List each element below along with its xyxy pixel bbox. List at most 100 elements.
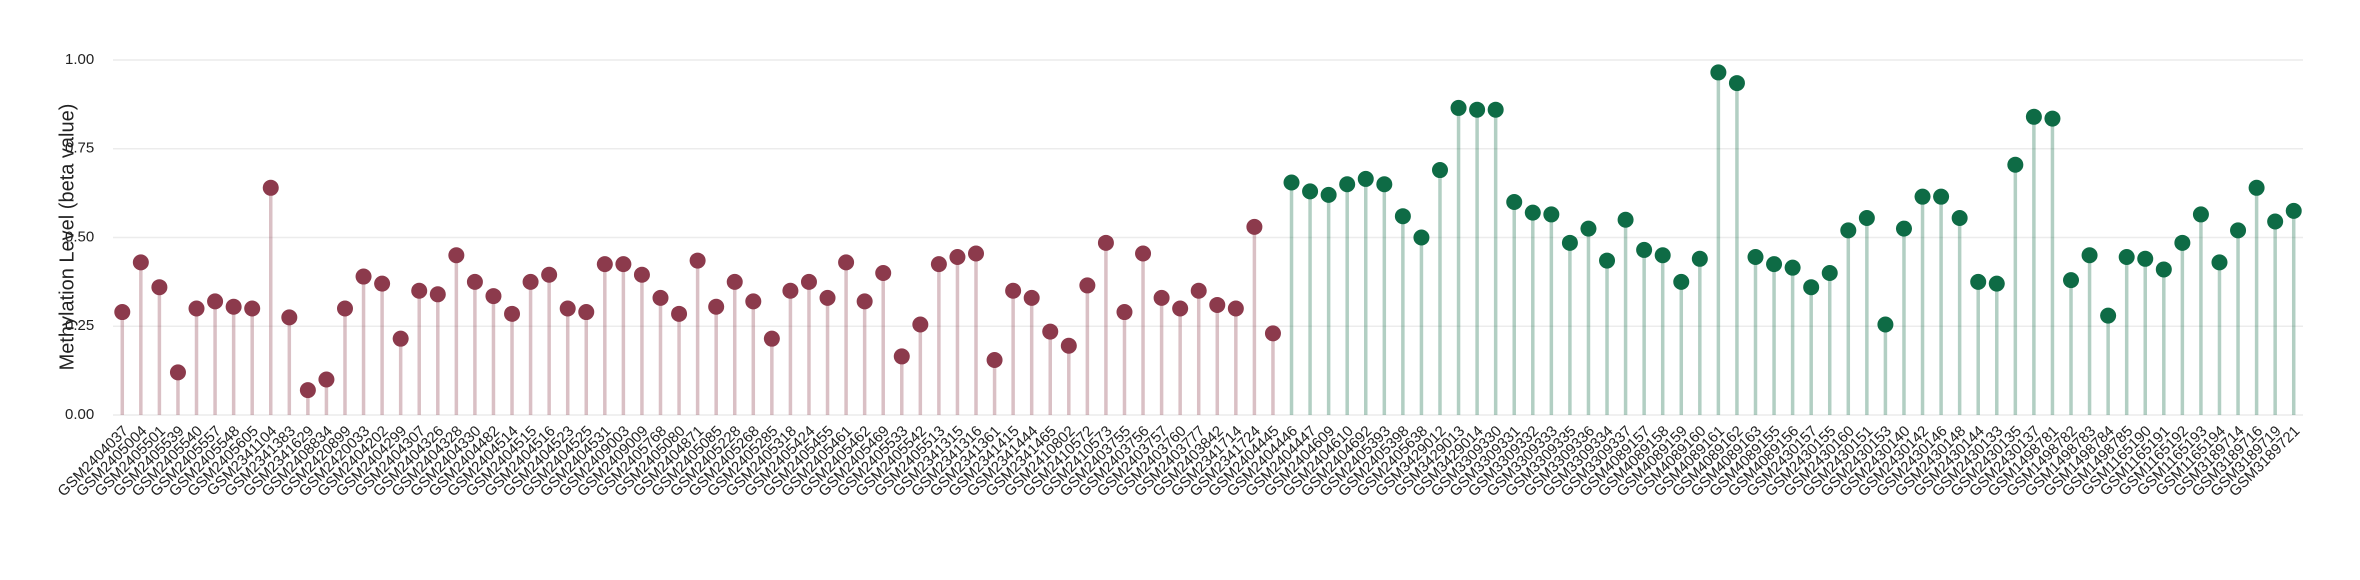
y-tick-label: 1.00 [65,51,94,68]
dot [374,275,391,292]
dot [930,256,947,273]
y-tick-label: 0.00 [65,406,94,423]
dot [1747,249,1764,266]
dot [1190,282,1207,299]
dot [225,298,242,315]
dot [1042,323,1059,340]
dot [2267,213,2284,230]
dot [169,364,186,381]
dot [1691,250,1708,267]
dot [262,179,279,196]
dot [2155,261,2172,278]
dot [188,300,205,317]
dot [1766,256,1783,273]
dot [1728,75,1745,92]
dot [1487,101,1504,118]
dot [411,282,428,299]
dot [1357,170,1374,187]
y-tick-label: 0.25 [65,317,94,334]
dot [2044,110,2061,127]
dot [522,273,539,290]
dot [1097,234,1114,251]
dot [671,305,688,322]
y-tick-label: 0.75 [65,140,94,157]
dot [114,304,131,321]
dot [2192,206,2209,223]
y-axis-label: Methylation Level (beta value) [56,104,78,371]
dot [1431,162,1448,179]
dot [968,245,985,262]
dot [596,256,613,273]
dot [2174,234,2191,251]
dot [1413,229,1430,246]
dot [2025,108,2042,125]
dot [2100,307,2117,324]
dot [1840,222,1857,239]
dot [1339,176,1356,193]
dot [1951,209,1968,226]
dot [1673,273,1690,290]
dot [912,316,929,333]
dot [615,256,632,273]
dot [392,330,409,347]
dot [1450,99,1467,116]
dot [2248,179,2265,196]
dot [2137,250,2154,267]
dot [819,289,836,306]
dot [800,273,817,290]
dot [2230,222,2247,239]
dot [1153,289,1170,306]
dot [578,304,595,321]
dot [244,300,261,317]
dot [504,305,521,322]
dot [1580,220,1597,237]
dot [1524,204,1541,221]
dot [986,351,1003,368]
dot [448,247,465,264]
dot [1079,277,1096,294]
dot [207,293,224,310]
dot [726,273,743,290]
dot [1116,304,1133,321]
dot [633,266,650,283]
dot [1135,245,1152,262]
dot [1988,275,2005,292]
dot [2118,249,2135,266]
dot [151,279,168,296]
dot [1172,300,1189,317]
dot [132,254,149,271]
dot [1784,259,1801,276]
dot [1283,174,1300,191]
dot [652,289,669,306]
dot [1877,316,1894,333]
dot [1599,252,1616,269]
dot [318,371,335,388]
dot [1060,337,1077,354]
dot [708,298,725,315]
dot [1376,176,1393,193]
dot [1914,188,1931,205]
dot [541,266,558,283]
dot [1246,218,1263,235]
dot [949,249,966,266]
dot [1636,241,1653,258]
dot [559,300,576,317]
dot [1209,296,1226,313]
dot [1506,194,1523,210]
dot [1821,265,1838,281]
dot [782,282,799,299]
dot [2063,272,2080,289]
dot [893,348,910,365]
dot [1561,234,1578,251]
dot [1895,220,1912,237]
dot [1803,279,1820,296]
dot [1023,289,1040,306]
dot [2211,254,2228,271]
dot [1469,101,1486,118]
dot [355,268,372,285]
dot [485,288,502,305]
dot [1005,282,1022,299]
dot [336,300,353,317]
dot [1654,247,1671,264]
